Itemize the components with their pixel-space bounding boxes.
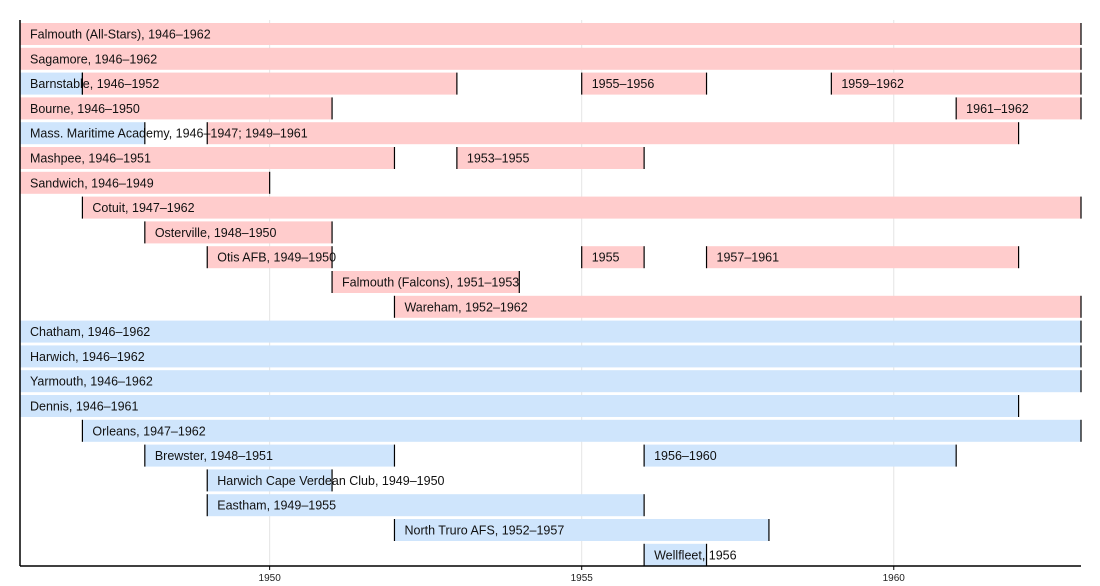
segment-label: 1957–1961	[717, 251, 780, 265]
x-tick-label: 1955	[571, 573, 594, 584]
segment-bar	[581, 246, 645, 269]
segment-label: Osterville, 1948–1950	[155, 226, 277, 240]
timeline-row: Brewster, 1948–1951 1956–1960	[144, 444, 957, 467]
segment-bar	[207, 494, 645, 517]
segment-bar	[144, 444, 395, 467]
segment-bar	[706, 246, 1019, 269]
segment-label: 1953–1955	[467, 152, 530, 166]
segment-bar	[82, 72, 457, 95]
timeline-row: Bourne, 1946–1950 1961–1962	[20, 97, 1082, 120]
segment-label: Bourne, 1946–1950	[30, 102, 140, 116]
segment-bar	[20, 147, 395, 169]
timeline-row: Yarmouth, 1946–1962	[20, 370, 1082, 393]
segment-bar	[332, 271, 520, 293]
segment-label: Yarmouth, 1946–1962	[30, 375, 153, 389]
segment-label: Wellfleet, 1956	[654, 548, 737, 562]
timeline-row: Sagamore, 1946–1962	[20, 47, 1082, 70]
segment-label: 1956–1960	[654, 449, 717, 463]
timeline-row: Mashpee, 1946–1951 1953–1955	[20, 147, 645, 169]
segment-bar	[82, 196, 1082, 219]
segment-bar	[581, 72, 707, 95]
segment-bar	[20, 395, 1019, 417]
timeline-row: Harwich Cape Verdean Club, 1949–1950	[206, 469, 445, 492]
segment-bar	[207, 469, 333, 492]
segment-bar	[82, 419, 1082, 442]
timeline-row: Mass. Maritime Academy, 1946–1947; 1949–…	[20, 122, 1020, 145]
segment-label: Mashpee, 1946–1951	[30, 152, 151, 166]
segment-label: North Truro AFS, 1952–1957	[404, 524, 564, 538]
segment-bar	[207, 246, 333, 269]
segment-bar	[20, 47, 1081, 70]
timeline-row: Osterville, 1948–1950	[144, 221, 333, 244]
segment-label: Dennis, 1946–1961	[30, 400, 138, 414]
timeline-row: Barnstable, 1946–1952 1955–1956 1959–1962	[20, 72, 1082, 95]
segment-label: Otis AFB, 1949–1950	[217, 251, 336, 265]
timeline-row: Dennis, 1946–1961	[20, 395, 1020, 417]
segment-bar	[20, 122, 145, 145]
segment-bar	[144, 221, 333, 244]
segment-label: 1961–1962	[966, 102, 1029, 116]
timeline-row: Eastham, 1949–1955	[206, 494, 645, 517]
segment-bar	[20, 345, 1081, 368]
segment-label: 1959–1962	[841, 77, 904, 91]
timeline-row: Chatham, 1946–1962	[20, 320, 1082, 343]
segment-label: Harwich, 1946–1962	[30, 350, 145, 364]
segment-bar	[20, 23, 1081, 45]
segment-label: 1955–1956	[592, 77, 655, 91]
timeline-row: Orleans, 1947–1962	[81, 419, 1082, 442]
segment-bar	[644, 543, 707, 566]
x-tick-label: 1950	[259, 573, 282, 584]
segment-bar	[394, 519, 769, 541]
timeline-row: North Truro AFS, 1952–1957	[393, 519, 770, 541]
timeline-row: Wareham, 1952–1962	[393, 295, 1082, 318]
segment-bar	[20, 171, 270, 194]
timeline-row: Harwich, 1946–1962	[20, 345, 1082, 368]
segment-label: Orleans, 1947–1962	[92, 424, 205, 438]
segment-bar	[20, 370, 1081, 393]
segment-label: Falmouth (All-Stars), 1946–1962	[30, 28, 211, 42]
segment-bar	[20, 97, 333, 120]
segment-label: Falmouth (Falcons), 1951–1953	[342, 276, 519, 290]
timeline-row: Falmouth (Falcons), 1951–1953	[331, 271, 520, 293]
segment-label: Sagamore, 1946–1962	[30, 52, 157, 66]
segment-label: Brewster, 1948–1951	[155, 449, 273, 463]
timeline-row: Otis AFB, 1949–1950 1955 1957–1961	[206, 246, 1020, 269]
segment-label: Chatham, 1946–1962	[30, 325, 150, 339]
segment-label: Wareham, 1952–1962	[404, 300, 527, 314]
segment-label: Mass. Maritime Academy, 1946–1947; 1949–…	[30, 127, 308, 141]
segment-label: 1955	[592, 251, 620, 265]
segment-label: Eastham, 1949–1955	[217, 499, 336, 513]
segment-bar	[644, 444, 957, 467]
segment-bar	[20, 320, 1081, 343]
timeline-row: Wellfleet, 1956	[643, 543, 737, 566]
segment-label: Cotuit, 1947–1962	[92, 201, 194, 215]
segment-bar	[831, 72, 1081, 95]
segment-bar	[394, 295, 1081, 318]
segment-label: Sandwich, 1946–1949	[30, 176, 154, 190]
timeline-row: Cotuit, 1947–1962	[81, 196, 1082, 219]
x-tick-label: 1960	[883, 573, 906, 584]
segment-bar	[456, 147, 645, 169]
segment-label: Barnstable, 1946–1952	[30, 77, 159, 91]
segment-label: Harwich Cape Verdean Club, 1949–1950	[217, 474, 444, 488]
timeline-row: Sandwich, 1946–1949	[20, 171, 271, 194]
timeline-row: Falmouth (All-Stars), 1946–1962	[20, 23, 1082, 45]
segment-bar	[207, 122, 1019, 145]
segment-bar	[956, 97, 1081, 120]
segment-bar	[20, 72, 83, 95]
